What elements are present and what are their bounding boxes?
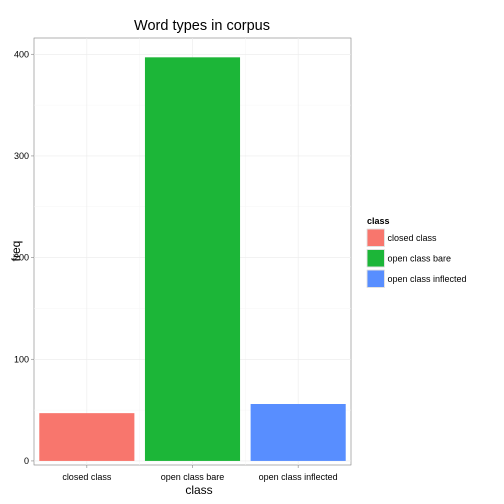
- bars: [39, 57, 346, 461]
- y-tick-label: 300: [14, 151, 29, 161]
- legend-label: open class bare: [388, 253, 452, 263]
- x-tick-label: open class inflected: [259, 472, 338, 482]
- y-tick-label: 200: [14, 253, 29, 263]
- x-axis-ticks: closed class open class bare open class in…: [62, 465, 338, 482]
- y-axis-title: freq: [9, 241, 23, 262]
- legend-label: open class inflected: [388, 274, 467, 284]
- x-tick-label: open class bare: [161, 472, 225, 482]
- y-tick-label: 400: [14, 49, 29, 59]
- x-axis-title: class: [185, 483, 212, 497]
- legend-label: closed class: [388, 233, 438, 243]
- y-tick-label: 100: [14, 354, 29, 364]
- x-tick-label: closed class: [62, 472, 112, 482]
- legend-swatch: [367, 270, 384, 287]
- legend-swatch: [367, 250, 384, 267]
- legend-title: class: [367, 216, 390, 226]
- bar: [39, 413, 135, 461]
- y-axis-ticks: 0 100 200 300 400: [14, 49, 34, 466]
- legend-entries: closed class open class bare open class in…: [366, 228, 467, 288]
- legend-swatch: [367, 229, 384, 246]
- legend: class closed class open class bare open cl…: [366, 216, 467, 288]
- bar: [144, 57, 241, 461]
- y-tick-label: 0: [24, 456, 29, 466]
- bar: [250, 404, 346, 461]
- chart-title: Word types in corpus: [134, 18, 270, 34]
